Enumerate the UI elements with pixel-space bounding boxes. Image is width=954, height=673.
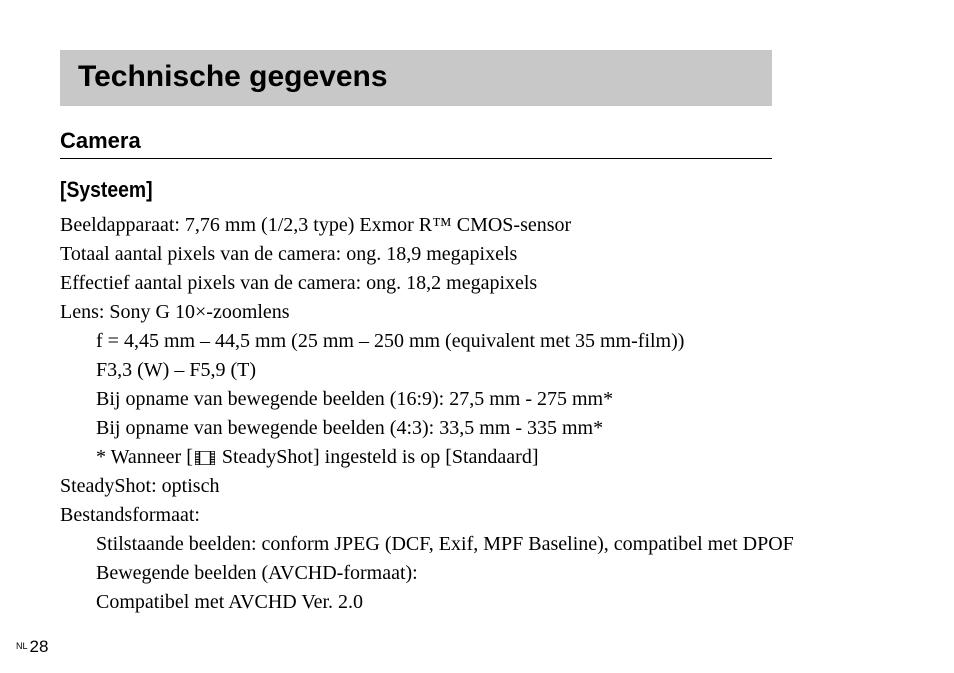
page-title: Technische gegevens xyxy=(78,60,388,93)
spec-line: Beeldapparaat: 7,76 mm (1/2,3 type) Exmo… xyxy=(60,211,800,240)
section-rule xyxy=(60,158,772,159)
page-footer: NL28 xyxy=(16,637,48,657)
spec-text: * Wanneer [ xyxy=(96,446,193,468)
spec-line: * Wanneer [ SteadyShot] ingesteld is op … xyxy=(60,443,800,472)
footer-page-number: 28 xyxy=(30,637,49,656)
spec-line: Effectief aantal pixels van de camera: o… xyxy=(60,269,800,298)
spec-line: Bestandsformaat: xyxy=(60,501,800,530)
title-bar: Technische gegevens xyxy=(60,50,772,106)
spec-line: Stilstaande beelden: conform JPEG (DCF, … xyxy=(60,530,800,559)
spec-line: F3,3 (W) – F5,9 (T) xyxy=(60,356,800,385)
filmstrip-icon xyxy=(195,451,215,465)
spec-line: Bewegende beelden (AVCHD-formaat): xyxy=(60,559,800,588)
spec-line: f = 4,45 mm – 44,5 mm (25 mm – 250 mm (e… xyxy=(60,327,800,356)
spec-text: SteadyShot] ingesteld is op [Standaard] xyxy=(217,446,539,468)
subsection-heading: [Systeem] xyxy=(60,177,794,203)
spec-line: Bij opname van bewegende beelden (4:3): … xyxy=(60,414,800,443)
spec-line: Compatibel met AVCHD Ver. 2.0 xyxy=(60,588,800,617)
footer-lang-code: NL xyxy=(16,641,28,651)
spec-line: Bij opname van bewegende beelden (16:9):… xyxy=(60,385,800,414)
spec-line: SteadyShot: optisch xyxy=(60,472,800,501)
document-page: Technische gegevens Camera [Systeem] Bee… xyxy=(0,0,954,673)
spec-line: Totaal aantal pixels van de camera: ong.… xyxy=(60,240,800,269)
spec-line: Lens: Sony G 10×-zoomlens xyxy=(60,298,800,327)
body-text: Beeldapparaat: 7,76 mm (1/2,3 type) Exmo… xyxy=(60,211,800,617)
section-heading: Camera xyxy=(60,128,894,154)
